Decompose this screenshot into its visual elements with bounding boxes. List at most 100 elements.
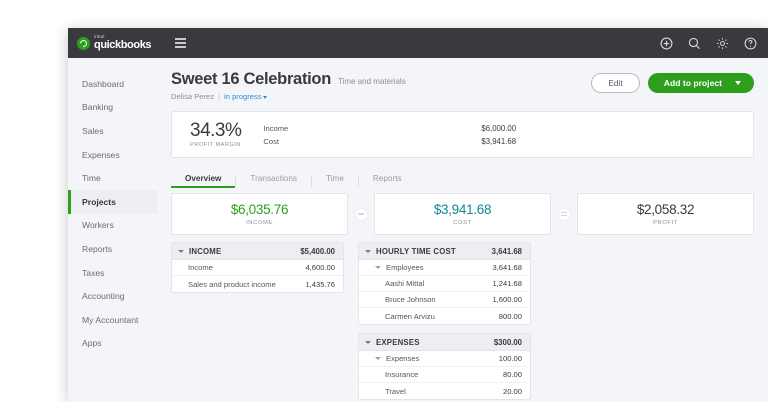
sidebar-item-apps[interactable]: Apps (68, 332, 157, 356)
equals-operator (551, 193, 577, 235)
triangle-down-icon[interactable] (375, 266, 381, 269)
chevron-down-icon (262, 96, 267, 99)
sidebar-item-banking[interactable]: Banking (68, 96, 157, 120)
search-icon[interactable] (687, 36, 702, 51)
equals-icon (557, 207, 571, 221)
edit-button[interactable]: Edit (591, 73, 640, 93)
row-label: Carmen Arvizu (385, 311, 435, 321)
table-row[interactable]: Travel 20.00 (359, 383, 530, 399)
help-icon[interactable] (743, 36, 758, 51)
profit-margin-value: 34.3% (190, 120, 242, 142)
add-to-project-label: Add to project (663, 78, 722, 88)
sidebar-item-time[interactable]: Time (68, 166, 157, 190)
kpi-card-income: $6,035.76 INCOME (171, 193, 348, 235)
row-label: Travel (385, 386, 406, 396)
sidebar-nav: Dashboard Banking Sales Expenses Time Pr… (68, 58, 157, 402)
plus-icon[interactable] (659, 36, 674, 51)
table-row[interactable]: Income 4,600.00 (172, 260, 343, 276)
tab-transactions[interactable]: Transactions (236, 174, 312, 187)
sidebar-item-expenses[interactable]: Expenses (68, 143, 157, 167)
gear-icon[interactable] (715, 36, 730, 51)
row-amount: 1,435.76 (305, 279, 335, 289)
row-label-group: Expenses (375, 354, 419, 363)
hourly-time-cost-table: HOURLY TIME COST 3,641.68 Employees 3,64… (358, 242, 531, 325)
hourly-time-cost-title: HOURLY TIME COST (376, 246, 456, 256)
project-subtitle: Delisa Perez | in progress (171, 92, 406, 101)
sidebar-item-label: Dashboard (82, 78, 125, 89)
table-row[interactable]: Sales and product income 1,435.76 (172, 276, 343, 292)
quickbooks-wordmark: quickbooks (94, 39, 152, 52)
triangle-down-icon (365, 340, 371, 344)
triangle-down-icon (365, 249, 371, 253)
sidebar-item-label: Workers (82, 220, 114, 231)
income-bar-amount: $6,000.00 (481, 123, 517, 133)
sidebar-item-label: Accounting (82, 291, 125, 302)
page-header: Sweet 16 Celebration Time and materials … (171, 70, 754, 101)
page-title: Sweet 16 Celebration (171, 70, 331, 88)
hamburger-menu-icon[interactable] (175, 38, 187, 48)
quickbooks-mark-icon (77, 36, 90, 50)
intuit-wordmark: intuit (94, 33, 105, 39)
income-bar-row: Income $6,000.00 (263, 122, 563, 135)
sidebar-item-dashboard[interactable]: Dashboard (68, 72, 157, 96)
table-row[interactable]: Carmen Arvizu 800.00 (359, 308, 530, 324)
table-row[interactable]: Employees 3,641.68 (359, 260, 530, 276)
row-amount: 3,641.68 (492, 263, 522, 272)
profit-margin-block: 34.3% PROFIT MARGIN (190, 120, 242, 148)
row-amount: 80.00 (502, 370, 522, 379)
sidebar-item-label: Taxes (82, 267, 105, 278)
row-label: Expenses (386, 354, 420, 363)
kpi-row: $6,035.76 INCOME $3,941.68 COST $2,058.3… (171, 193, 754, 235)
sidebar-item-projects[interactable]: Projects (68, 189, 157, 214)
profit-margin-card: 34.3% PROFIT MARGIN Income $6,000.00 Cos… (171, 111, 754, 158)
sidebar-item-label: Apps (82, 338, 102, 349)
sidebar-item-label: Time (82, 173, 101, 184)
table-row[interactable]: Expenses 100.00 (359, 351, 530, 367)
hourly-time-cost-header[interactable]: HOURLY TIME COST 3,641.68 (359, 243, 530, 260)
sidebar-item-workers[interactable]: Workers (68, 214, 157, 238)
sidebar-item-label: My Accountant (82, 314, 139, 325)
expenses-table-header[interactable]: EXPENSES $300.00 (359, 334, 530, 351)
top-bar: intuit quickbooks (68, 28, 768, 58)
sidebar-item-sales[interactable]: Sales (68, 119, 157, 143)
kpi-card-profit: $2,058.32 PROFIT (577, 193, 754, 235)
kpi-profit-value: $2,058.32 (636, 202, 695, 217)
tab-overview[interactable]: Overview (171, 174, 237, 189)
kpi-card-cost: $3,941.68 COST (374, 193, 551, 235)
row-label-group: Employees (375, 263, 424, 272)
table-row[interactable]: Bruce Johnson 1,600.00 (359, 292, 530, 308)
kpi-cost-label: COST (453, 220, 472, 226)
status-badge: in progress (224, 92, 262, 101)
quickbooks-logo[interactable]: intuit quickbooks (77, 33, 152, 52)
sidebar-item-reports[interactable]: Reports (68, 237, 157, 261)
main-content: Sweet 16 Celebration Time and materials … (157, 58, 768, 402)
kpi-cost-value: $3,941.68 (433, 202, 492, 217)
row-amount: 1,241.68 (492, 279, 522, 288)
sidebar-item-label: Sales (82, 125, 104, 136)
row-amount: 100.00 (498, 354, 522, 363)
row-label: Employees (386, 263, 424, 272)
triangle-down-icon[interactable] (375, 357, 381, 360)
income-table-header[interactable]: INCOME $5,400.00 (172, 243, 343, 260)
tab-reports[interactable]: Reports (372, 173, 402, 183)
minus-icon (354, 207, 368, 221)
sidebar-item-taxes[interactable]: Taxes (68, 261, 157, 285)
row-amount: 1,600.00 (492, 295, 522, 304)
table-row[interactable]: Aashi Mittal 1,241.68 (359, 276, 530, 292)
status-dropdown[interactable]: in progress (224, 92, 267, 101)
income-bar-track (301, 124, 469, 132)
add-to-project-button[interactable]: Add to project (647, 73, 754, 93)
sidebar-item-my-accountant[interactable]: My Accountant (68, 308, 157, 332)
table-row[interactable]: Insurance 80.00 (359, 367, 530, 383)
row-label: Sales and product income (188, 279, 276, 289)
cost-column: HOURLY TIME COST 3,641.68 Employees 3,64… (358, 242, 531, 402)
sidebar-item-label: Reports (82, 243, 113, 254)
customer-name: Delisa Perez (171, 92, 215, 101)
tab-time[interactable]: Time (312, 174, 359, 187)
chevron-down-icon (735, 81, 741, 85)
header-actions: Edit Add to project (591, 70, 754, 93)
app-body: Dashboard Banking Sales Expenses Time Pr… (68, 58, 768, 402)
row-label: Aashi Mittal (385, 279, 425, 288)
sidebar-item-accounting[interactable]: Accounting (68, 284, 157, 308)
income-table: INCOME $5,400.00 Income 4,600.00 Sales a… (171, 242, 344, 293)
